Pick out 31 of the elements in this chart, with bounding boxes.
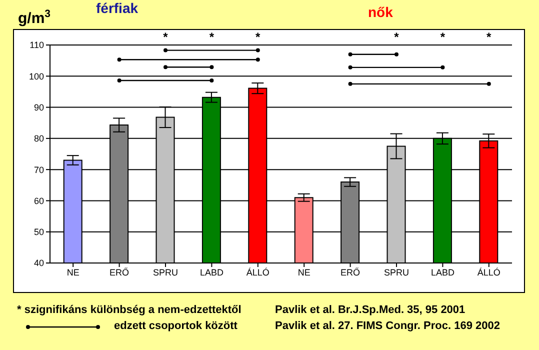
y-tick-label: 50 — [34, 227, 44, 238]
text: edzett csoportok között — [114, 320, 238, 332]
y-tick-label: 60 — [34, 196, 44, 206]
x-tick-label: SPRU — [152, 267, 178, 278]
text: * — [208, 30, 216, 44]
x-tick-label: ERŐ — [340, 267, 360, 278]
x-tick-label: NE — [298, 267, 310, 278]
y-tick-label: 40 — [34, 258, 44, 268]
y-tick-label: 100 — [28, 71, 44, 82]
text: * — [393, 30, 400, 44]
y-tick-label: 110 — [30, 40, 44, 50]
x-tick-label: ÁLLÓ — [246, 267, 270, 278]
x-tick-label: LABD — [430, 267, 455, 278]
x-tick-label: ÁLLÓ — [477, 267, 500, 278]
text: nők — [368, 4, 393, 20]
text: férfiak — [96, 0, 138, 16]
x-tick-label: SPRU — [384, 267, 410, 278]
y-tick-label: 90 — [34, 102, 44, 112]
x-tick-label: LABD — [200, 267, 224, 278]
y-tick-label: 70 — [34, 164, 44, 175]
text: * — [486, 30, 492, 44]
text: * — [439, 30, 446, 44]
text: * — [162, 30, 169, 44]
text: * — [254, 30, 262, 44]
y-axis-title: g/m$^{3}$ — [18, 8, 51, 27]
text: * szignifikáns különbség a nem-edzettektől — [17, 304, 242, 316]
y-tick-label: 80 — [34, 134, 44, 144]
text: Pavlik et al. Br.J.Sp.Med. 35, 95 2001 — [275, 304, 466, 316]
text: Pavlik et al. 27. FIMS Congr. Proc. 169 2002 — [275, 320, 500, 332]
x-tick-label: ERŐ — [110, 267, 130, 278]
x-tick-label: NE — [66, 267, 80, 278]
